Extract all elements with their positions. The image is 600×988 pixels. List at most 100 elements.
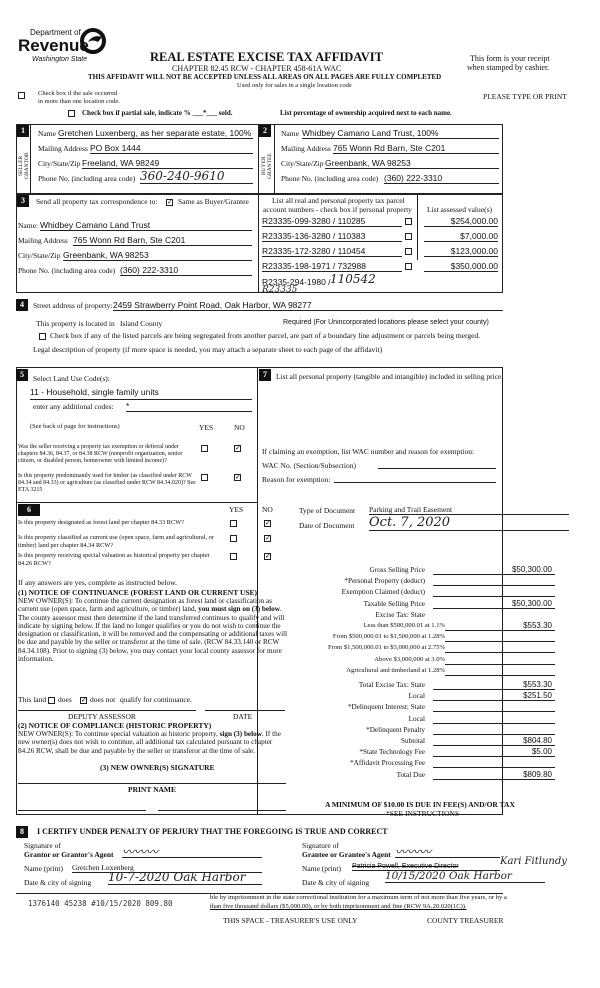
doc-type-field[interactable]: Parking and Trail Easement <box>369 505 569 515</box>
corr-address-field[interactable]: 765 Wonn Rd Barn, Ste C201 <box>73 235 252 246</box>
buyer-name-field[interactable]: Whidbey Camano Land Trust, 100% <box>302 128 499 139</box>
corr-name-field[interactable]: Whidbey Camano Land Trust <box>40 220 252 231</box>
buyer-phone-field[interactable]: (360) 222-3310 <box>384 173 499 184</box>
grantee-name-struck[interactable]: Patricia Powell, Executive Director <box>352 863 500 871</box>
timber-no-checkbox[interactable]: ✓ <box>234 473 241 481</box>
penalty-text-2: than five thousand dollars ($5,000.00), … <box>210 903 467 910</box>
personal-property-checkbox[interactable] <box>405 233 412 240</box>
assessor-date-label: DATE <box>233 712 253 721</box>
current-use-no-checkbox[interactable]: ✓ <box>264 534 271 542</box>
current-use-question: Is this property classified as current u… <box>18 534 214 549</box>
current-use-yes-checkbox[interactable] <box>230 535 237 542</box>
corr-phone-field[interactable]: (360) 222-3310 <box>120 265 252 276</box>
personal-property-checkbox[interactable] <box>405 218 412 225</box>
exemption-no-checkbox[interactable]: ✓ <box>234 444 241 452</box>
yes-header: YES <box>199 423 214 432</box>
exemption-yes-checkbox[interactable] <box>201 445 208 452</box>
certify-title: I CERTIFY UNDER PENALTY OF PERJURY THAT … <box>37 827 388 836</box>
sections-5-7-box <box>16 367 503 815</box>
wac-field[interactable] <box>378 460 496 469</box>
located-in-label: This property is located in <box>36 319 115 328</box>
grantor-signature[interactable]: 〰〰〰 <box>122 843 262 859</box>
land-use-select[interactable]: 11 - Household, single family units <box>30 387 252 400</box>
grantee-date-field[interactable]: 10/15/2020 Oak Harbor <box>385 870 545 883</box>
parcel-account-field[interactable]: R23335-198-1971 / 732988 <box>262 261 402 272</box>
street-address-field[interactable]: 2459 Strawberry Point Road, Oak Harbor, … <box>113 300 503 311</box>
personal-property-checkbox[interactable] <box>405 263 412 270</box>
forest-yes-checkbox[interactable] <box>230 520 237 527</box>
tax-row-value[interactable]: $553.30 <box>433 680 555 690</box>
assessed-value-field[interactable]: $123,000.00 <box>424 246 498 257</box>
receipt-note-1: This form is your receipt <box>470 54 550 63</box>
tax-row-value[interactable] <box>433 714 555 724</box>
partial-sale-checkbox[interactable] <box>68 110 75 117</box>
tax-row-value[interactable] <box>445 632 555 643</box>
partial-sale-label: Check box if partial sale, indicate % __… <box>82 109 233 117</box>
parcel-account-field[interactable]: R23335-136-3280 / 110383 <box>262 231 402 242</box>
tax-row-value[interactable] <box>445 643 555 654</box>
assessed-value-field[interactable]: $7,000.00 <box>424 231 498 242</box>
tax-row-value[interactable]: $804.80 <box>433 736 555 746</box>
grantor-agent-label: Grantor or Grantor's Agent <box>24 850 114 859</box>
tax-row-value[interactable] <box>433 587 555 598</box>
same-as-buyer-checkbox[interactable]: ✓ <box>166 198 173 206</box>
grantor-name-field[interactable]: Gretchen Luxenberg <box>72 863 262 873</box>
does-label: does <box>58 695 72 704</box>
tax-row-value[interactable]: $50,300.00 <box>433 599 555 609</box>
tax-row-value[interactable] <box>445 655 555 665</box>
timber-yes-checkbox[interactable] <box>201 474 208 481</box>
does-qualify-checkbox[interactable] <box>48 697 55 704</box>
reason-field[interactable] <box>334 474 496 483</box>
parcel-account-field[interactable]: R23335-172-3280 / 110454 <box>262 246 402 257</box>
does-not-qualify-checkbox[interactable]: ✓ <box>80 696 87 704</box>
doc-date-label: Date of Document <box>299 521 355 530</box>
tax-row-label: *State Technology Fee <box>359 748 425 757</box>
tax-row-value[interactable]: $251.50 <box>433 691 555 702</box>
wac-label: WAC No. (Section/Subsection) <box>262 461 356 470</box>
personal-property-checkbox[interactable] <box>405 248 412 255</box>
seller-address-field[interactable]: PO Box 1444 <box>90 143 253 154</box>
seller-city-field[interactable]: Freeland, WA 98249 <box>82 158 253 169</box>
please-type-print: PLEASE TYPE OR PRINT <box>483 92 567 101</box>
tax-row-value[interactable] <box>433 576 555 587</box>
segregated-label: Check box if any of the listed parcels a… <box>50 331 481 340</box>
grantor-date-field[interactable]: 10-7-2020 Oak Harbor <box>108 870 262 885</box>
exemption-wac-label: If claiming an exemption, list WAC numbe… <box>262 447 475 456</box>
this-land-label: This land <box>18 695 47 704</box>
seller-phone-field[interactable]: 360-240-9610 <box>140 169 253 184</box>
buyer-side-label: BUYER GRANTEE <box>261 153 273 179</box>
parcel-account-field[interactable]: R23335-099-3280 / 110285 <box>262 216 402 227</box>
additional-codes-field[interactable]: * <box>126 401 252 412</box>
tax-row-value[interactable]: $50,300.00 <box>433 565 555 575</box>
historic-yes-checkbox[interactable] <box>230 553 237 560</box>
tax-row-value[interactable] <box>433 725 555 735</box>
multi-location-checkbox[interactable] <box>18 92 25 99</box>
buyer-address-label: Mailing Address <box>281 144 331 153</box>
buyer-city-field[interactable]: Greenbank, WA 98253 <box>325 158 499 169</box>
buyer-phone-label: Phone No. (including area code) <box>281 174 379 183</box>
tax-row-value[interactable]: $809.80 <box>433 770 555 780</box>
tax-row-value[interactable] <box>445 666 555 676</box>
exemption-question: Was the seller receiving a property tax … <box>18 444 183 464</box>
tax-row-label: From $1,500,000.01 to $3,000,000 at 2.75… <box>327 644 445 652</box>
grantee-agent-label: Grantee or Grantee's Agent <box>302 850 391 859</box>
grantee-signature[interactable]: 〰〰〰 <box>395 843 500 859</box>
historic-no-checkbox[interactable]: ✓ <box>264 552 271 560</box>
notice-compliance-text: NEW OWNER(S): To continue special valuat… <box>18 730 281 755</box>
tax-row-value[interactable] <box>433 702 555 713</box>
tax-row-label: Less than $500,000.01 at 1.1% <box>363 622 446 629</box>
county-select[interactable]: Island County <box>120 319 163 328</box>
corr-city-field[interactable]: Greenbank, WA 98253 <box>63 250 252 261</box>
segregated-checkbox[interactable] <box>39 333 46 340</box>
tax-row-value[interactable] <box>433 758 555 769</box>
forest-no-checkbox[interactable]: ✓ <box>264 519 271 527</box>
tax-row-value[interactable]: $553.30 <box>445 621 555 631</box>
grantor-sig-label: Signature of <box>24 841 61 850</box>
assessed-value-field[interactable]: $350,000.00 <box>424 261 498 272</box>
seller-name-field[interactable]: Gretchen Luxenberg, as her separate esta… <box>58 128 253 139</box>
parcel-extra-account[interactable]: R2335-294-1980 / <box>262 277 331 287</box>
doc-date-field[interactable]: Oct. 7, 2020 <box>369 515 569 531</box>
buyer-address-field[interactable]: 765 Wonn Rd Barn, Ste C201 <box>333 143 499 154</box>
assessed-value-field[interactable]: $254,000.00 <box>424 216 498 227</box>
tax-row-value[interactable]: $5.00 <box>433 747 555 758</box>
